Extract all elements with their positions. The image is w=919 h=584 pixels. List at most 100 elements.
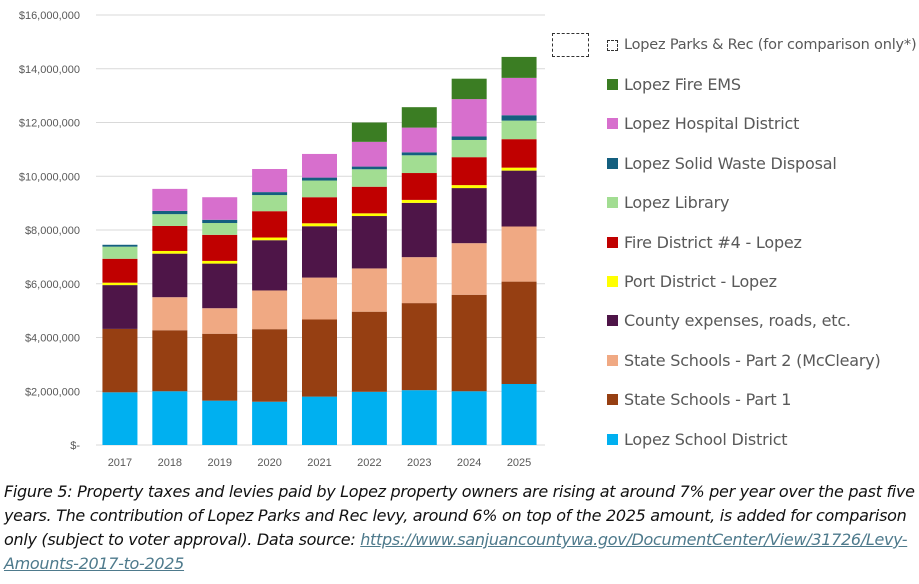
bar-segment [501,226,537,282]
bar-segment [351,213,387,217]
legend-item: Lopez Library [607,191,729,215]
bar-segment [152,253,188,298]
bar-segment [451,185,487,189]
bar-segment [451,157,487,186]
legend-label: Lopez Solid Waste Disposal [624,153,837,173]
bar-segment [351,166,387,170]
legend-label: Fire District #4 - Lopez [624,232,802,252]
bar-segment [152,214,188,226]
legend-label: Lopez Library [624,193,730,213]
parks-rec-dashed-box [552,33,589,57]
x-tick-label: 2021 [307,457,331,469]
bar-segment [152,391,188,445]
y-tick-label: $10,000,000 [19,171,80,183]
bar-segment [451,136,487,140]
bar-segment [252,290,288,330]
legend-swatch [607,354,618,366]
bar-segment [202,219,238,224]
bar-segment [152,188,188,211]
legend-item: State Schools - Part 1 [607,388,791,412]
bar-segment [501,281,537,384]
x-tick-label: 2024 [457,457,481,469]
y-tick-label: $4,000,000 [25,333,80,345]
x-tick-label: 2019 [207,457,231,469]
bar-segment [501,167,537,171]
legend-item: State Schools - Part 2 (McCleary) [607,348,881,372]
legend-item: Lopez Fire EMS [607,72,741,96]
bar-segment [252,401,288,445]
bar-segment [401,257,437,304]
bar-segment [202,223,238,235]
figure-caption: Figure 5: Property taxes and levies paid… [4,480,916,576]
legend-item: Port District - Lopez [607,269,777,293]
bar-segment [351,216,387,269]
bar-segment [302,226,337,278]
bar-segment [252,240,288,291]
bar-segment [152,297,188,331]
bar-segment [152,250,188,254]
bar-segment [252,329,288,402]
bar-segment [202,260,238,264]
bar-segment [351,268,387,312]
bar-segment [501,56,537,78]
bar-segment [252,192,288,196]
legend-swatch [607,275,618,287]
legend-swatch [607,236,618,248]
y-tick-label: $6,000,000 [25,279,80,291]
data-source-link[interactable]: https://www.sanjuancountywa.gov/Document… [4,530,908,573]
bar-segment [501,383,537,445]
bar-segment [202,263,238,309]
bar-segment [252,211,288,238]
bar-segment [351,391,387,445]
legend-swatch [607,78,618,90]
bar-segment [102,285,138,329]
legend-item: Fire District #4 - Lopez [607,230,802,254]
bar-segment [451,99,487,137]
bar-segment [351,141,387,167]
legend-label: Lopez Parks & Rec (for comparison only*) [624,37,917,53]
y-tick-label: $14,000,000 [19,64,80,76]
bar-segment [401,202,437,258]
bar-segment [351,186,387,214]
bar-segment [302,180,337,198]
legend-swatch [607,433,618,445]
bar-segment [501,115,537,121]
legend-item: Lopez School District [607,427,788,451]
bar-segment [302,396,337,445]
y-axis-ticks: $- $2,000,000 $4,000,000 $6,000,000 $8,000,0… [19,10,81,452]
bar-segment [351,311,387,392]
bar-segment [152,210,188,215]
bar-segment [351,122,387,142]
bar-segment [501,77,537,116]
bar-segment [501,120,537,140]
bar-segment [451,294,487,392]
x-tick-label: 2020 [257,457,281,469]
bar-segment [451,139,487,158]
legend-swatch [607,157,618,169]
bar-segment [102,244,138,247]
bar-segment [401,303,437,391]
y-tick-label: $8,000,000 [25,225,80,237]
bar-segment [501,139,537,168]
bar-segment [202,400,238,445]
bar-segment [451,243,487,295]
bars [102,56,537,445]
bar-segment [401,155,437,174]
y-tick-label: $16,000,000 [19,10,80,22]
legend-label: Lopez Fire EMS [624,74,741,94]
bar-segment [202,197,238,220]
bar-segment [302,177,337,181]
bar-segment [401,127,437,153]
legend-swatch [607,315,618,327]
bar-segment [401,199,437,203]
bar-segment [202,308,238,334]
bar-segment [401,173,437,200]
x-tick-label: 2018 [158,457,182,469]
bar-segment [202,234,238,261]
bar-segment [302,197,337,224]
legend-item: Lopez Solid Waste Disposal [607,151,837,175]
bar-segment [501,170,537,227]
x-tick-label: 2023 [407,457,431,469]
bar-segment [152,330,188,392]
bar-segment [102,392,138,445]
